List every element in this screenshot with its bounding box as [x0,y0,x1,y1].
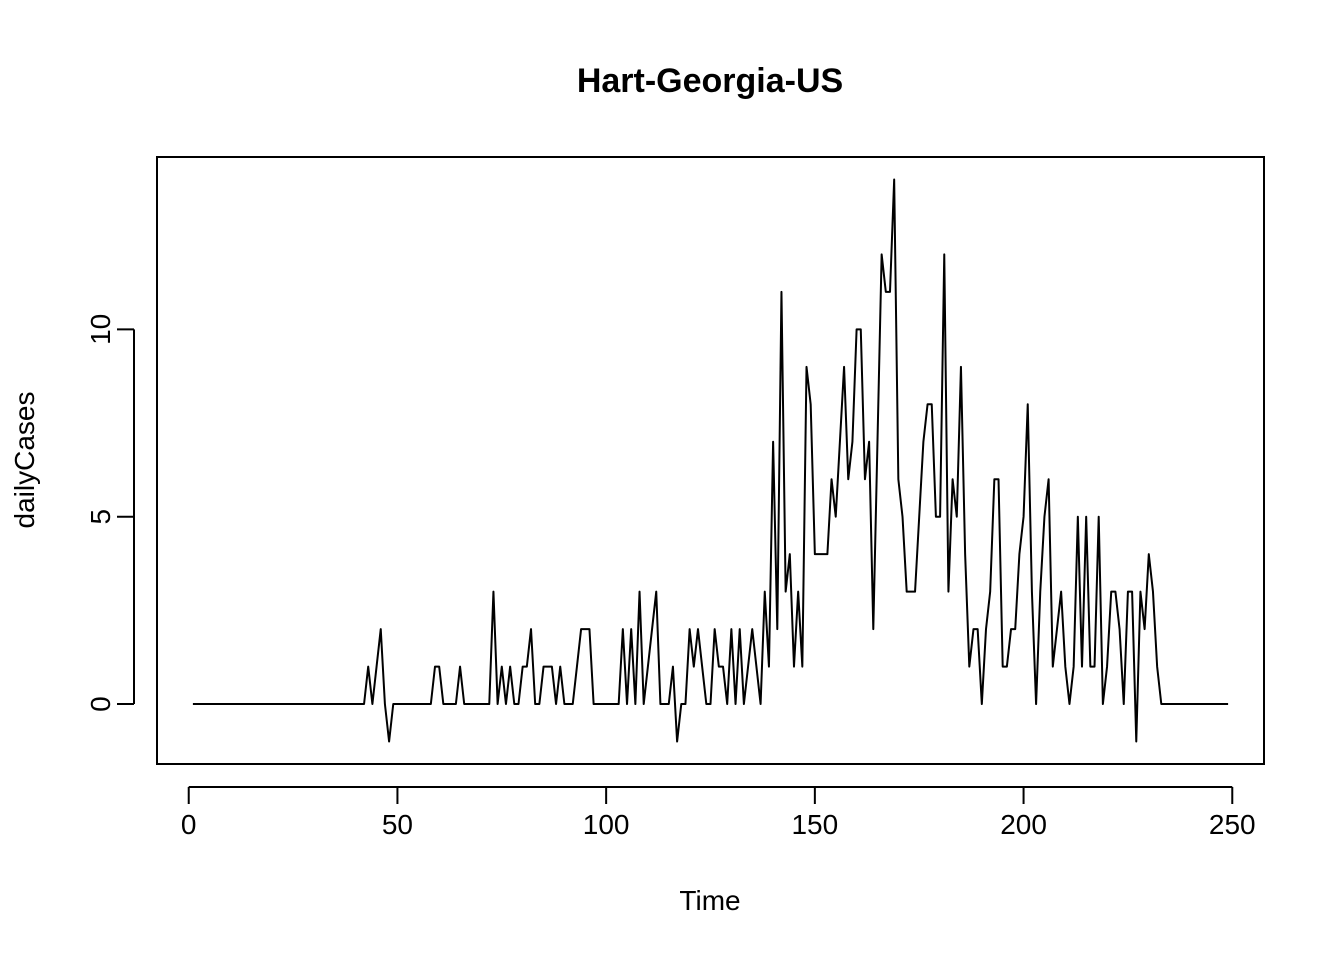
series-line-0 [192,178,1229,743]
x-tick-label-1: 50 [382,809,413,840]
y-tick-label-0: 0 [85,696,116,712]
x-tick-label-0: 0 [181,809,197,840]
x-tick-label-3: 150 [791,809,838,840]
chart-title: Hart-Georgia-US [577,62,843,100]
x-axis-label: Time [679,885,740,916]
y-tick-label-2: 10 [85,314,116,345]
x-axis: 0 50 100 150 200 250 [181,786,1256,840]
x-tick-label-2: 100 [583,809,630,840]
y-axis-label: dailyCases [9,392,40,529]
x-tick-label-4: 200 [1000,809,1047,840]
series-layer [192,178,1229,743]
y-tick-label-1: 5 [85,509,116,525]
plot-frame [156,156,1265,765]
x-tick-label-5: 250 [1209,809,1256,840]
y-axis: 0 5 10 [85,314,135,712]
